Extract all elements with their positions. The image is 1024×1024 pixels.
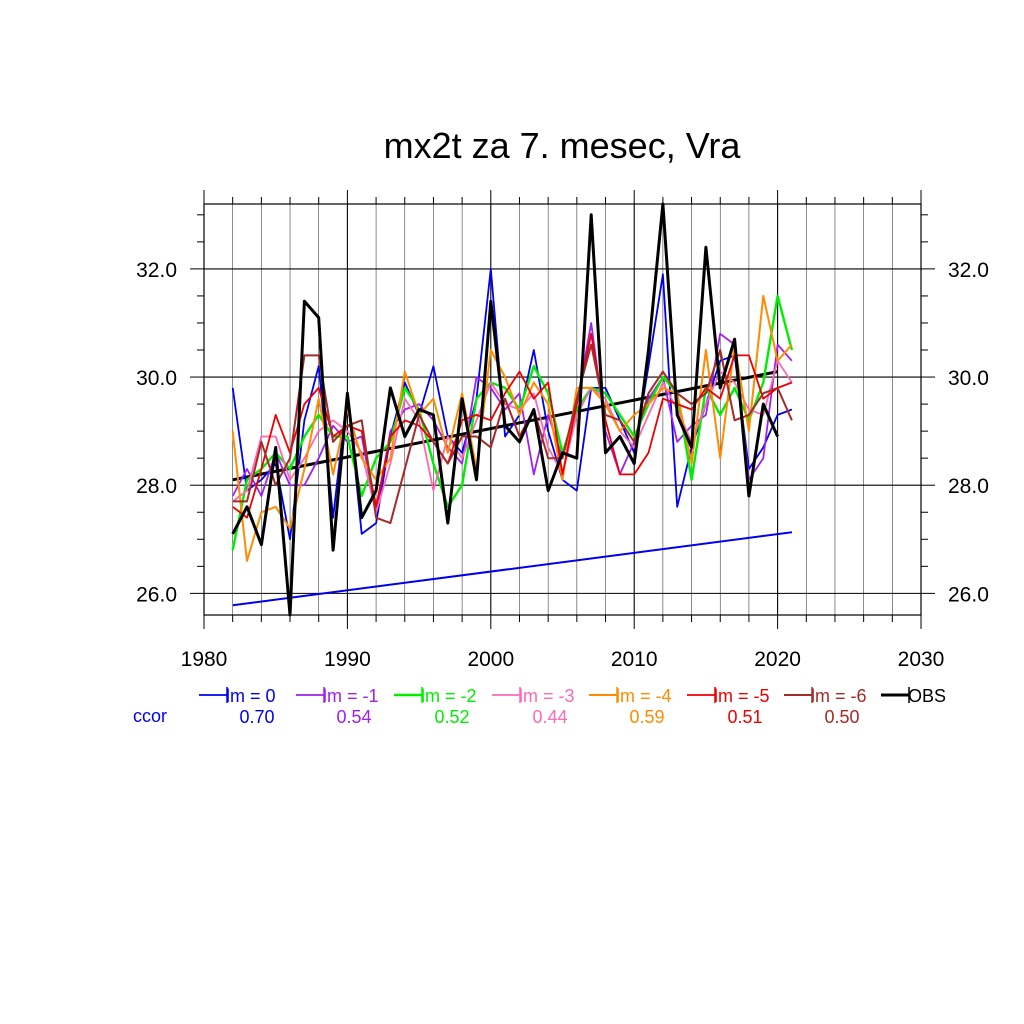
model-trend-line bbox=[232, 531, 793, 607]
legend-label: lm = -5 bbox=[714, 686, 770, 706]
ccor-value: 0.59 bbox=[629, 707, 664, 727]
series-line-lm4 bbox=[231, 294, 793, 562]
ccor-value: 0.50 bbox=[824, 707, 859, 727]
y-tick-label-right: 32.0 bbox=[948, 259, 989, 282]
legend-label: lm = -6 bbox=[811, 686, 867, 706]
chart-title: mx2t za 7. mesec, Vra bbox=[384, 125, 742, 166]
series-line-obs bbox=[231, 202, 779, 617]
x-tick-label: 2000 bbox=[467, 648, 514, 671]
y-tick-label-right: 28.0 bbox=[948, 475, 989, 498]
legend-label: lm = -1 bbox=[323, 686, 379, 706]
y-tick-label-left: 26.0 bbox=[136, 583, 177, 606]
x-tick-label: 2020 bbox=[754, 648, 801, 671]
ccor-value: 0.54 bbox=[336, 707, 371, 727]
legend-label: lm = -2 bbox=[421, 686, 477, 706]
axis-ticks: 1980 1990 2000 2010 2020 2030 26.0 26.0 28.0 28.0… bbox=[136, 190, 989, 671]
ccor-value: 0.44 bbox=[532, 707, 567, 727]
ccor-value: 0.51 bbox=[727, 707, 762, 727]
grid bbox=[204, 204, 921, 615]
x-tick-label: 1990 bbox=[324, 648, 371, 671]
y-tick-label-left: 32.0 bbox=[136, 259, 177, 282]
y-tick-label-left: 30.0 bbox=[136, 367, 177, 390]
x-tick-label: 1980 bbox=[181, 648, 228, 671]
y-tick-label-left: 28.0 bbox=[136, 475, 177, 498]
ccor-label: ccor bbox=[133, 706, 167, 726]
x-tick-label: 2010 bbox=[611, 648, 658, 671]
legend-label: lm = -4 bbox=[616, 686, 672, 706]
ccor-value: 0.52 bbox=[434, 707, 469, 727]
series-group bbox=[231, 202, 794, 617]
plot-frame bbox=[203, 203, 922, 616]
y-tick-label-right: 26.0 bbox=[948, 583, 989, 606]
legend-label: lm = 0 bbox=[226, 686, 276, 706]
legend-label: OBS bbox=[908, 686, 946, 706]
series-line-lm6 bbox=[232, 343, 793, 525]
x-tick-label: 2030 bbox=[898, 648, 945, 671]
ccor-value: 0.70 bbox=[239, 707, 274, 727]
legend-label: lm = -3 bbox=[519, 686, 575, 706]
legend: ccor lm = 00.70 lm = -10.54 lm = -20.52 lm =… bbox=[133, 686, 946, 727]
y-tick-label-right: 30.0 bbox=[948, 367, 989, 390]
